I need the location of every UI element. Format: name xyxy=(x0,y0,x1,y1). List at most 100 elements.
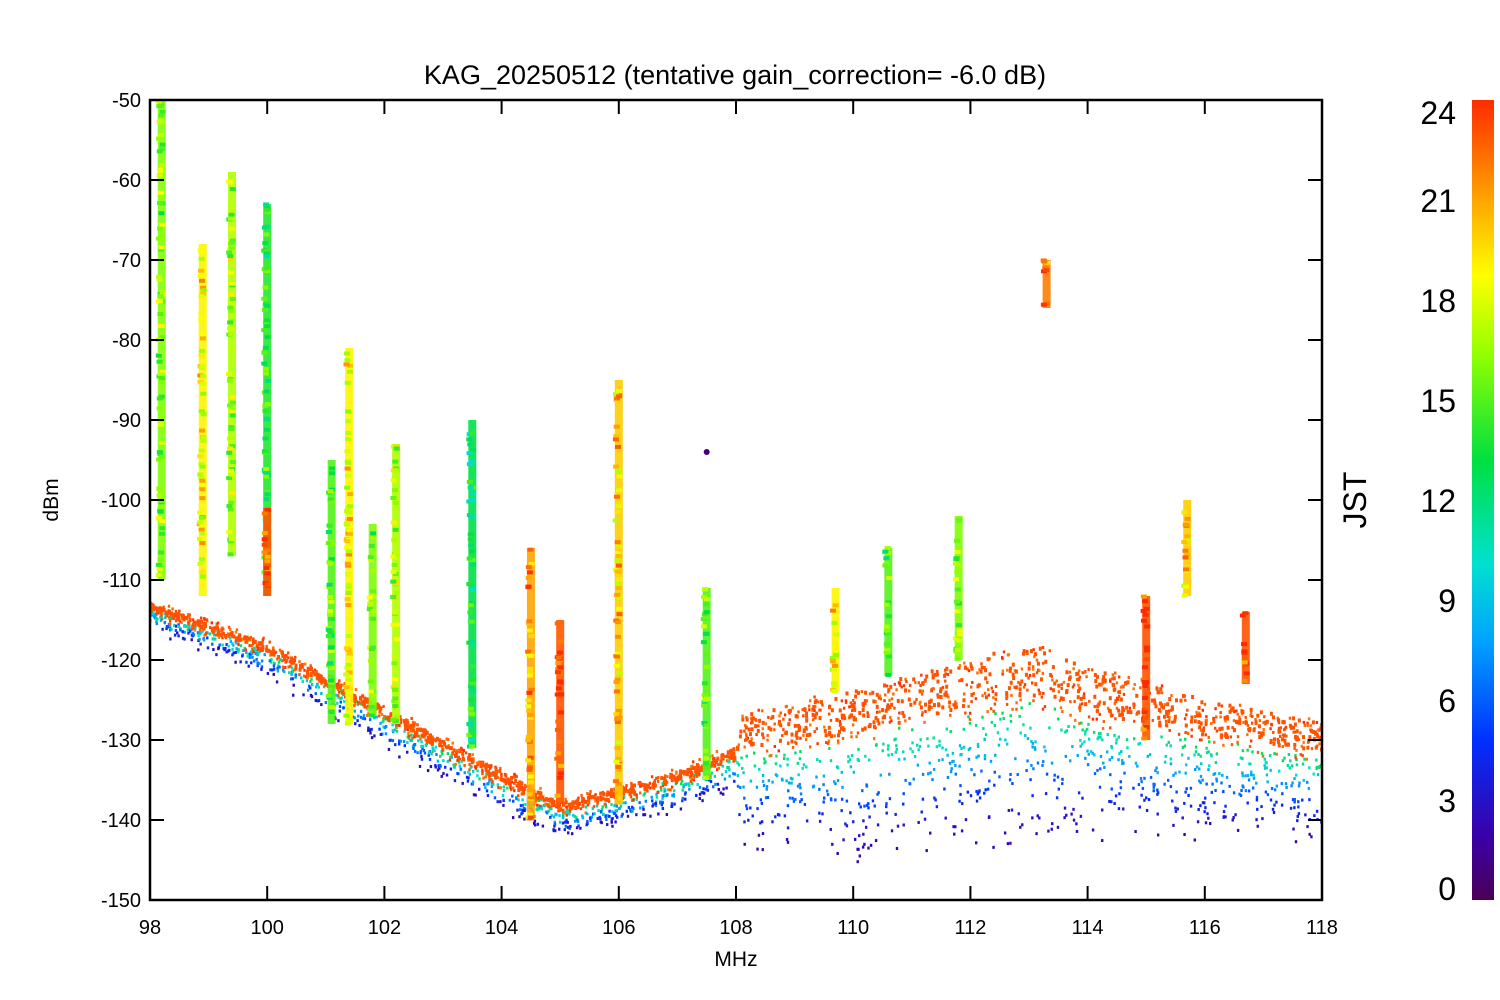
colorbar-tick-label: 15 xyxy=(1420,383,1456,419)
signal-column xyxy=(1183,500,1192,596)
signal-point xyxy=(615,708,622,713)
noise-point xyxy=(573,814,576,818)
noise-point xyxy=(569,824,572,828)
signal-point xyxy=(264,210,271,215)
noise-point xyxy=(754,724,758,729)
signal-point xyxy=(369,645,376,650)
noise-point xyxy=(761,727,764,731)
noise-point xyxy=(1226,725,1230,730)
noise-point xyxy=(664,779,668,784)
noise-point xyxy=(367,712,370,716)
noise-point xyxy=(994,712,997,716)
signal-point xyxy=(393,469,400,474)
noise-point xyxy=(958,764,961,768)
noise-point xyxy=(1005,742,1009,746)
noise-point xyxy=(796,761,800,765)
noise-point xyxy=(582,797,586,802)
noise-point xyxy=(585,823,588,827)
noise-point xyxy=(660,776,664,781)
noise-point xyxy=(1215,752,1219,756)
noise-point xyxy=(384,732,388,736)
signal-point xyxy=(392,610,399,615)
noise-point xyxy=(894,737,897,741)
noise-point xyxy=(1077,677,1081,682)
noise-point xyxy=(1017,812,1020,816)
noise-point xyxy=(822,800,825,804)
noise-point xyxy=(602,792,606,797)
noise-point xyxy=(225,643,228,647)
noise-point xyxy=(975,789,978,793)
signal-point xyxy=(157,169,164,174)
noise-point xyxy=(1152,789,1155,793)
noise-point xyxy=(919,738,922,742)
signal-point xyxy=(329,466,336,471)
noise-point xyxy=(1236,735,1240,739)
signal-point xyxy=(469,642,476,647)
noise-point xyxy=(1011,707,1014,711)
signal-point xyxy=(953,599,960,604)
noise-point xyxy=(1169,757,1173,761)
noise-point xyxy=(1261,754,1265,758)
noise-point xyxy=(448,758,452,762)
noise-point xyxy=(791,796,794,800)
noise-point xyxy=(1017,680,1020,684)
signal-point xyxy=(200,391,207,396)
noise-point xyxy=(842,727,846,732)
noise-point xyxy=(191,634,194,638)
signal-point xyxy=(200,288,207,293)
noise-point xyxy=(424,731,428,736)
noise-point xyxy=(964,711,967,715)
signal-point xyxy=(829,656,836,661)
noise-point xyxy=(1064,730,1067,734)
signal-point xyxy=(390,685,397,690)
noise-point xyxy=(1318,765,1321,769)
noise-point xyxy=(728,774,731,778)
noise-point xyxy=(438,766,441,770)
signal-point xyxy=(200,285,207,290)
noise-point xyxy=(1187,793,1190,797)
noise-point xyxy=(190,638,193,642)
noise-point xyxy=(1007,653,1011,657)
noise-point xyxy=(274,650,278,654)
signal-point xyxy=(527,715,534,720)
noise-point xyxy=(489,765,493,769)
noise-point xyxy=(1015,685,1019,690)
signal-point xyxy=(158,245,165,250)
noise-point xyxy=(237,638,241,643)
noise-point xyxy=(655,792,658,796)
noise-point xyxy=(213,629,217,633)
noise-point xyxy=(409,729,412,733)
noise-point xyxy=(1261,731,1265,736)
noise-point xyxy=(987,816,991,820)
noise-point xyxy=(409,726,413,730)
noise-point xyxy=(983,691,987,695)
noise-point xyxy=(949,770,953,774)
noise-point xyxy=(946,673,950,677)
noise-point xyxy=(1135,693,1139,698)
noise-point xyxy=(872,737,876,741)
noise-point xyxy=(541,824,545,828)
noise-point xyxy=(757,708,760,712)
y-tick-label: -90 xyxy=(112,410,141,432)
signal-point xyxy=(227,180,234,185)
noise-point xyxy=(521,803,524,807)
signal-point xyxy=(615,389,622,394)
noise-point xyxy=(799,750,802,754)
noise-point xyxy=(168,619,172,623)
signal-point xyxy=(197,510,204,515)
noise-point xyxy=(510,780,514,784)
noise-point xyxy=(741,717,745,722)
noise-point xyxy=(815,727,819,731)
noise-point xyxy=(885,684,889,688)
noise-point xyxy=(443,742,447,747)
noise-point xyxy=(382,725,385,729)
noise-point xyxy=(1061,777,1064,781)
noise-point xyxy=(1199,728,1203,732)
signal-point xyxy=(197,379,204,384)
noise-point xyxy=(670,778,674,783)
noise-point xyxy=(491,780,494,784)
noise-point xyxy=(976,792,979,796)
signal-point xyxy=(345,460,352,465)
noise-point xyxy=(815,775,818,779)
noise-point xyxy=(1061,782,1064,786)
